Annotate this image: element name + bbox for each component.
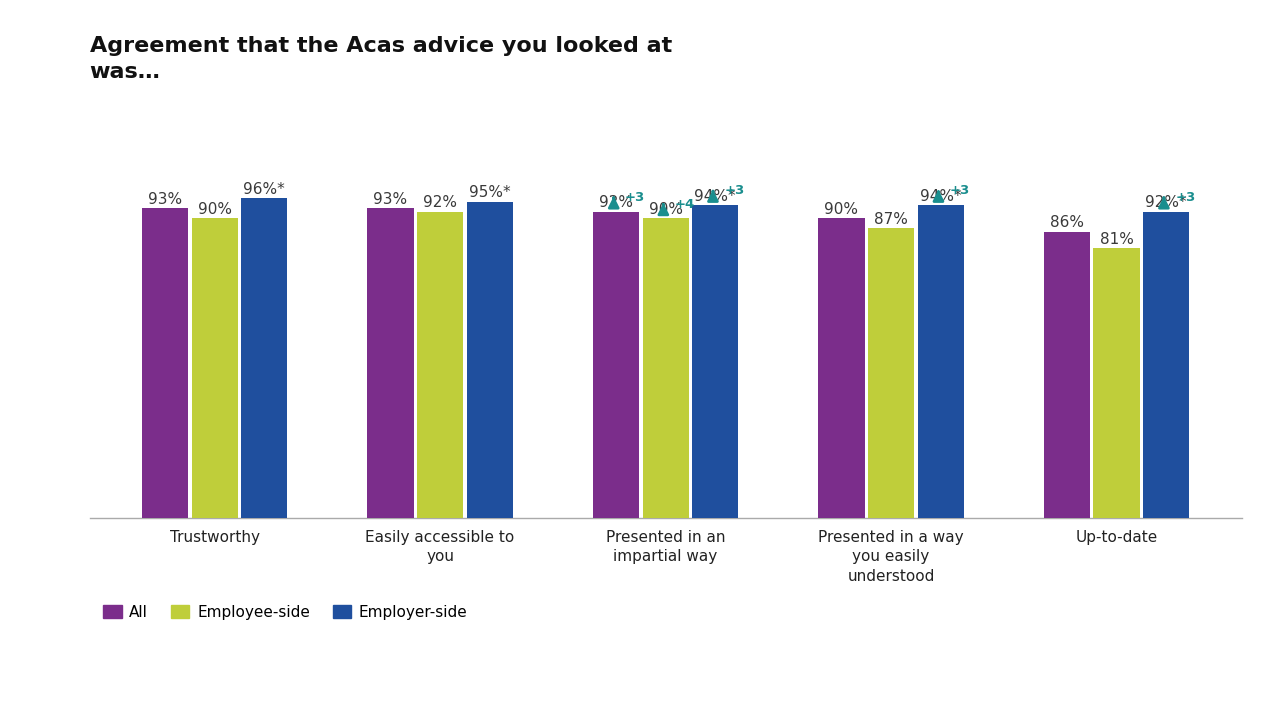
Text: 94%*: 94%*	[920, 189, 961, 204]
Bar	[367, 208, 413, 518]
Text: 86%: 86%	[1050, 215, 1084, 230]
Text: +3: +3	[1175, 191, 1196, 204]
Text: 90%: 90%	[824, 202, 859, 217]
Bar	[1143, 212, 1189, 518]
Bar	[818, 218, 864, 518]
Text: 92%*: 92%*	[1146, 195, 1187, 210]
Bar	[467, 202, 513, 518]
Text: 93%: 93%	[148, 192, 182, 207]
Text: 95%*: 95%*	[468, 185, 511, 200]
Text: +3: +3	[625, 191, 645, 204]
Bar	[241, 199, 287, 518]
Text: 92%: 92%	[424, 195, 457, 210]
Text: +3: +3	[950, 184, 970, 197]
Text: 92%: 92%	[599, 195, 634, 210]
Text: 90%: 90%	[197, 202, 232, 217]
Text: +4: +4	[675, 197, 695, 210]
Bar	[692, 205, 739, 518]
Bar	[142, 208, 188, 518]
Bar	[1093, 248, 1139, 518]
Text: 96%*: 96%*	[243, 182, 285, 197]
Bar	[868, 228, 914, 518]
Bar	[1044, 232, 1091, 518]
Text: Agreement that the Acas advice you looked at
was…: Agreement that the Acas advice you looke…	[90, 36, 672, 82]
Bar	[643, 218, 689, 518]
Text: 90%: 90%	[649, 202, 682, 217]
Text: 93%: 93%	[374, 192, 407, 207]
Bar	[918, 205, 964, 518]
Bar	[192, 218, 238, 518]
Text: 87%: 87%	[874, 212, 908, 227]
Text: 81%: 81%	[1100, 232, 1134, 247]
Text: +3: +3	[724, 184, 745, 197]
Text: 94%*: 94%*	[694, 189, 736, 204]
Bar	[417, 212, 463, 518]
Legend: All, Employee-side, Employer-side: All, Employee-side, Employer-side	[97, 598, 474, 626]
Bar	[593, 212, 639, 518]
